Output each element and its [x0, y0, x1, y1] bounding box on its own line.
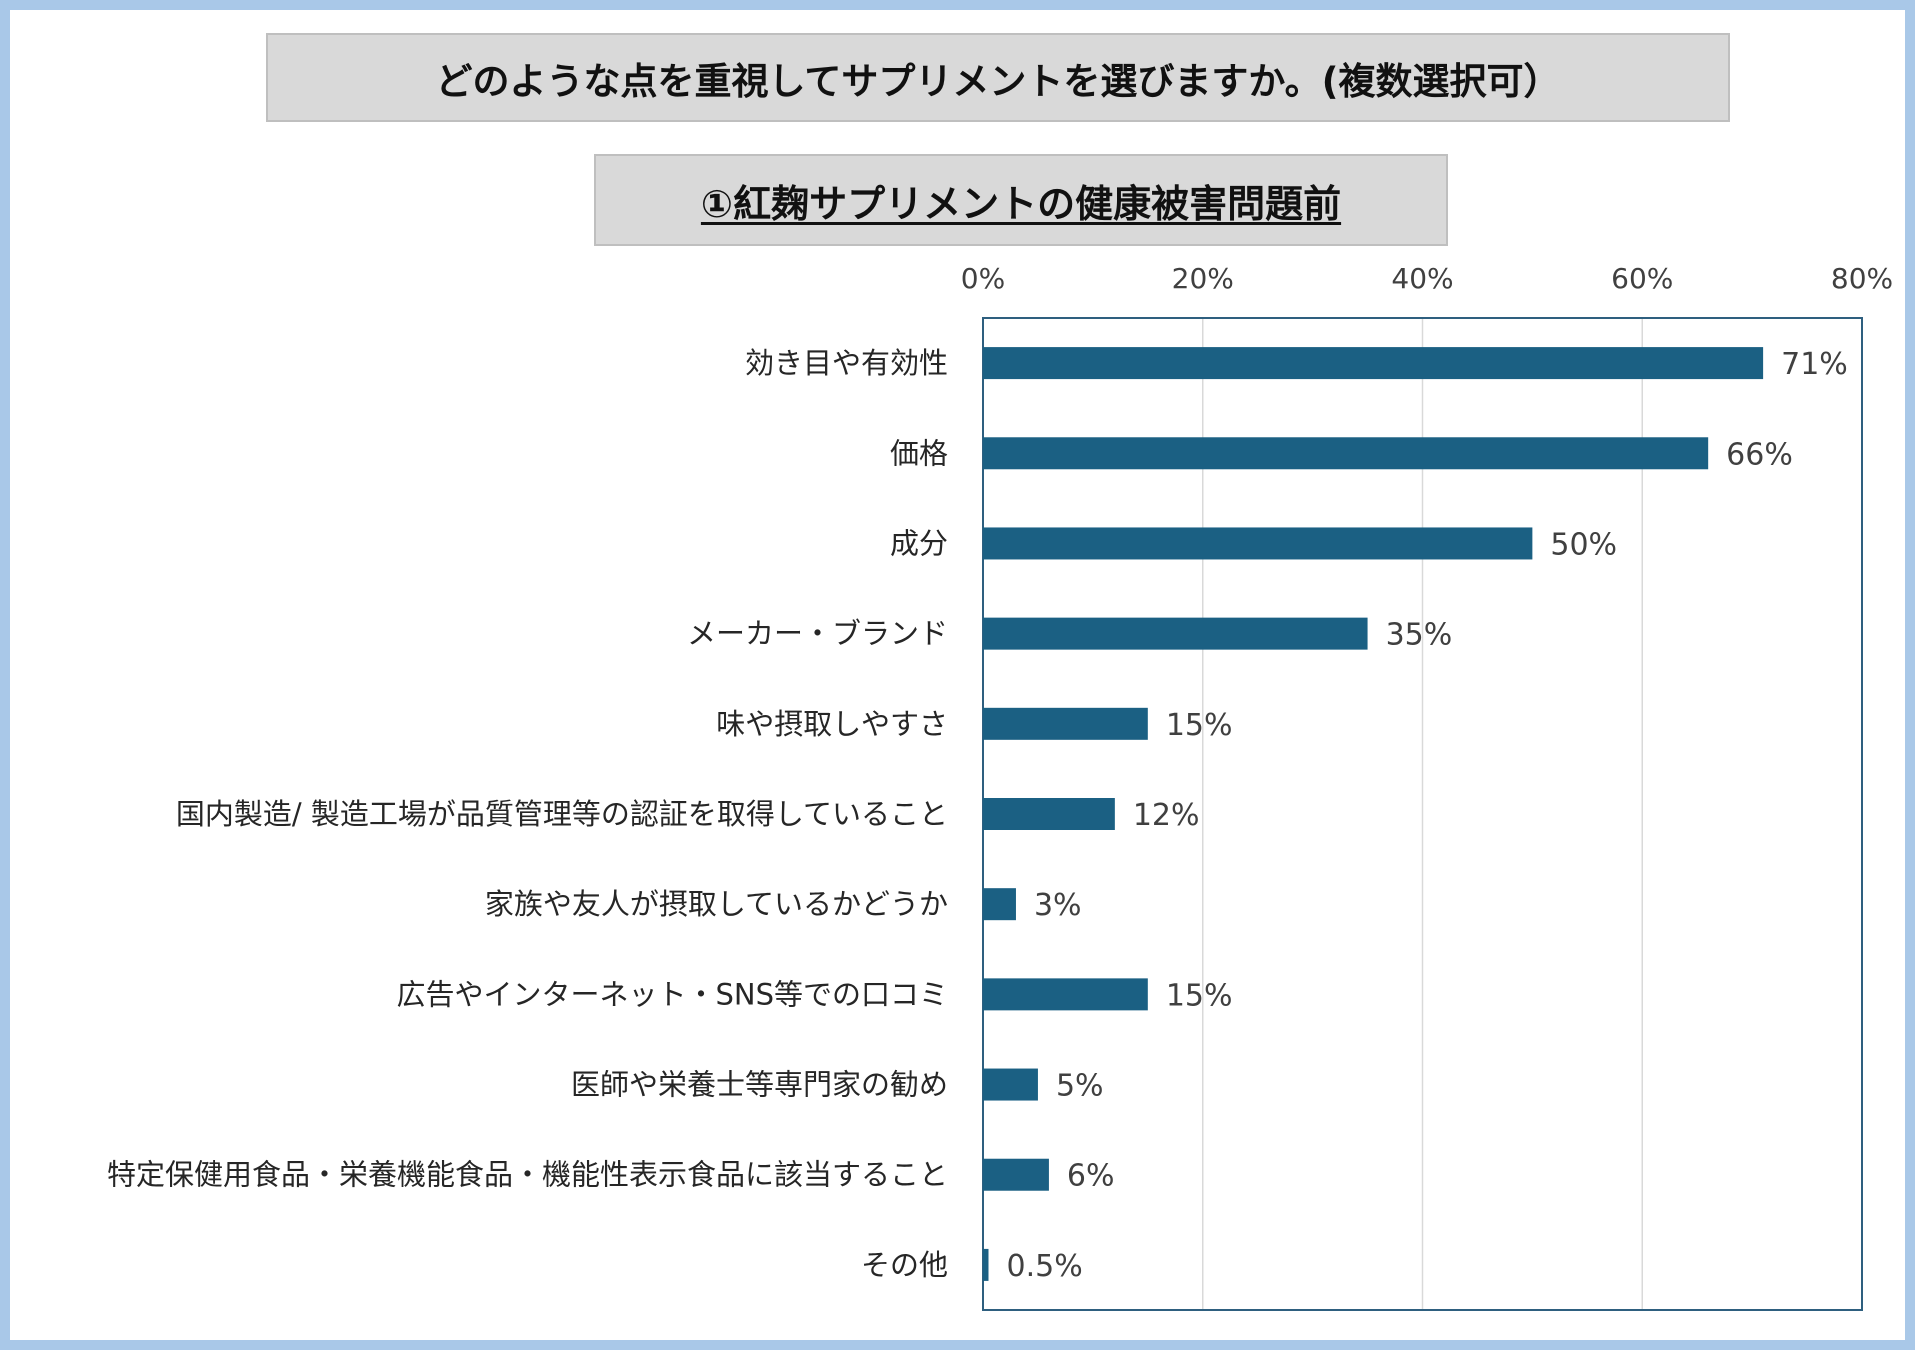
bar	[983, 617, 1368, 650]
category-label: 特定保健用食品・栄養機能食品・機能性表示食品に該当すること	[107, 1158, 948, 1192]
category-label: 広告やインターネット・SNS等での口コミ	[396, 977, 948, 1011]
category-label: 家族や友人が摂取しているかどうか	[485, 887, 948, 921]
bar	[983, 1158, 1049, 1191]
data-label: 6%	[1067, 1159, 1115, 1194]
category-label: その他	[861, 1248, 948, 1282]
bar	[983, 707, 1148, 740]
data-label: 35%	[1386, 618, 1453, 653]
x-tick-label: 80%	[1831, 262, 1893, 295]
chart-subtitle: ①紅麹サプリメントの健康被害問題前	[594, 154, 1448, 246]
bar	[983, 888, 1016, 921]
data-label: 5%	[1056, 1069, 1104, 1104]
bar	[983, 978, 1148, 1011]
category-label: 医師や栄養士等専門家の勧め	[571, 1068, 948, 1102]
data-label: 15%	[1166, 708, 1233, 743]
data-label: 66%	[1726, 437, 1793, 472]
data-label: 12%	[1133, 798, 1200, 833]
bar	[983, 1068, 1038, 1101]
bar	[983, 347, 1764, 380]
x-tick-label: 40%	[1391, 262, 1453, 295]
category-label: メーカー・ブランド	[687, 617, 948, 651]
category-label: 国内製造/ 製造工場が品質管理等の認証を取得していること	[176, 797, 948, 831]
category-label: 成分	[890, 526, 948, 560]
bar	[983, 1248, 989, 1281]
data-label: 71%	[1781, 347, 1848, 382]
bar	[983, 527, 1533, 560]
category-label: 効き目や有効性	[745, 346, 948, 380]
category-label: 味や摂取しやすさ	[716, 707, 948, 741]
category-label: 価格	[890, 436, 948, 470]
x-tick-label: 60%	[1611, 262, 1673, 295]
data-label: 3%	[1034, 888, 1082, 923]
chart-title: どのような点を重視してサプリメントを選びますか。(複数選択可）	[266, 33, 1730, 122]
bar	[983, 798, 1115, 830]
data-label: 15%	[1166, 978, 1233, 1013]
bar	[983, 437, 1709, 470]
data-label: 0.5%	[1006, 1249, 1082, 1284]
data-label: 50%	[1550, 527, 1617, 562]
x-tick-label: 0%	[961, 262, 1005, 295]
x-tick-label: 20%	[1172, 262, 1234, 295]
